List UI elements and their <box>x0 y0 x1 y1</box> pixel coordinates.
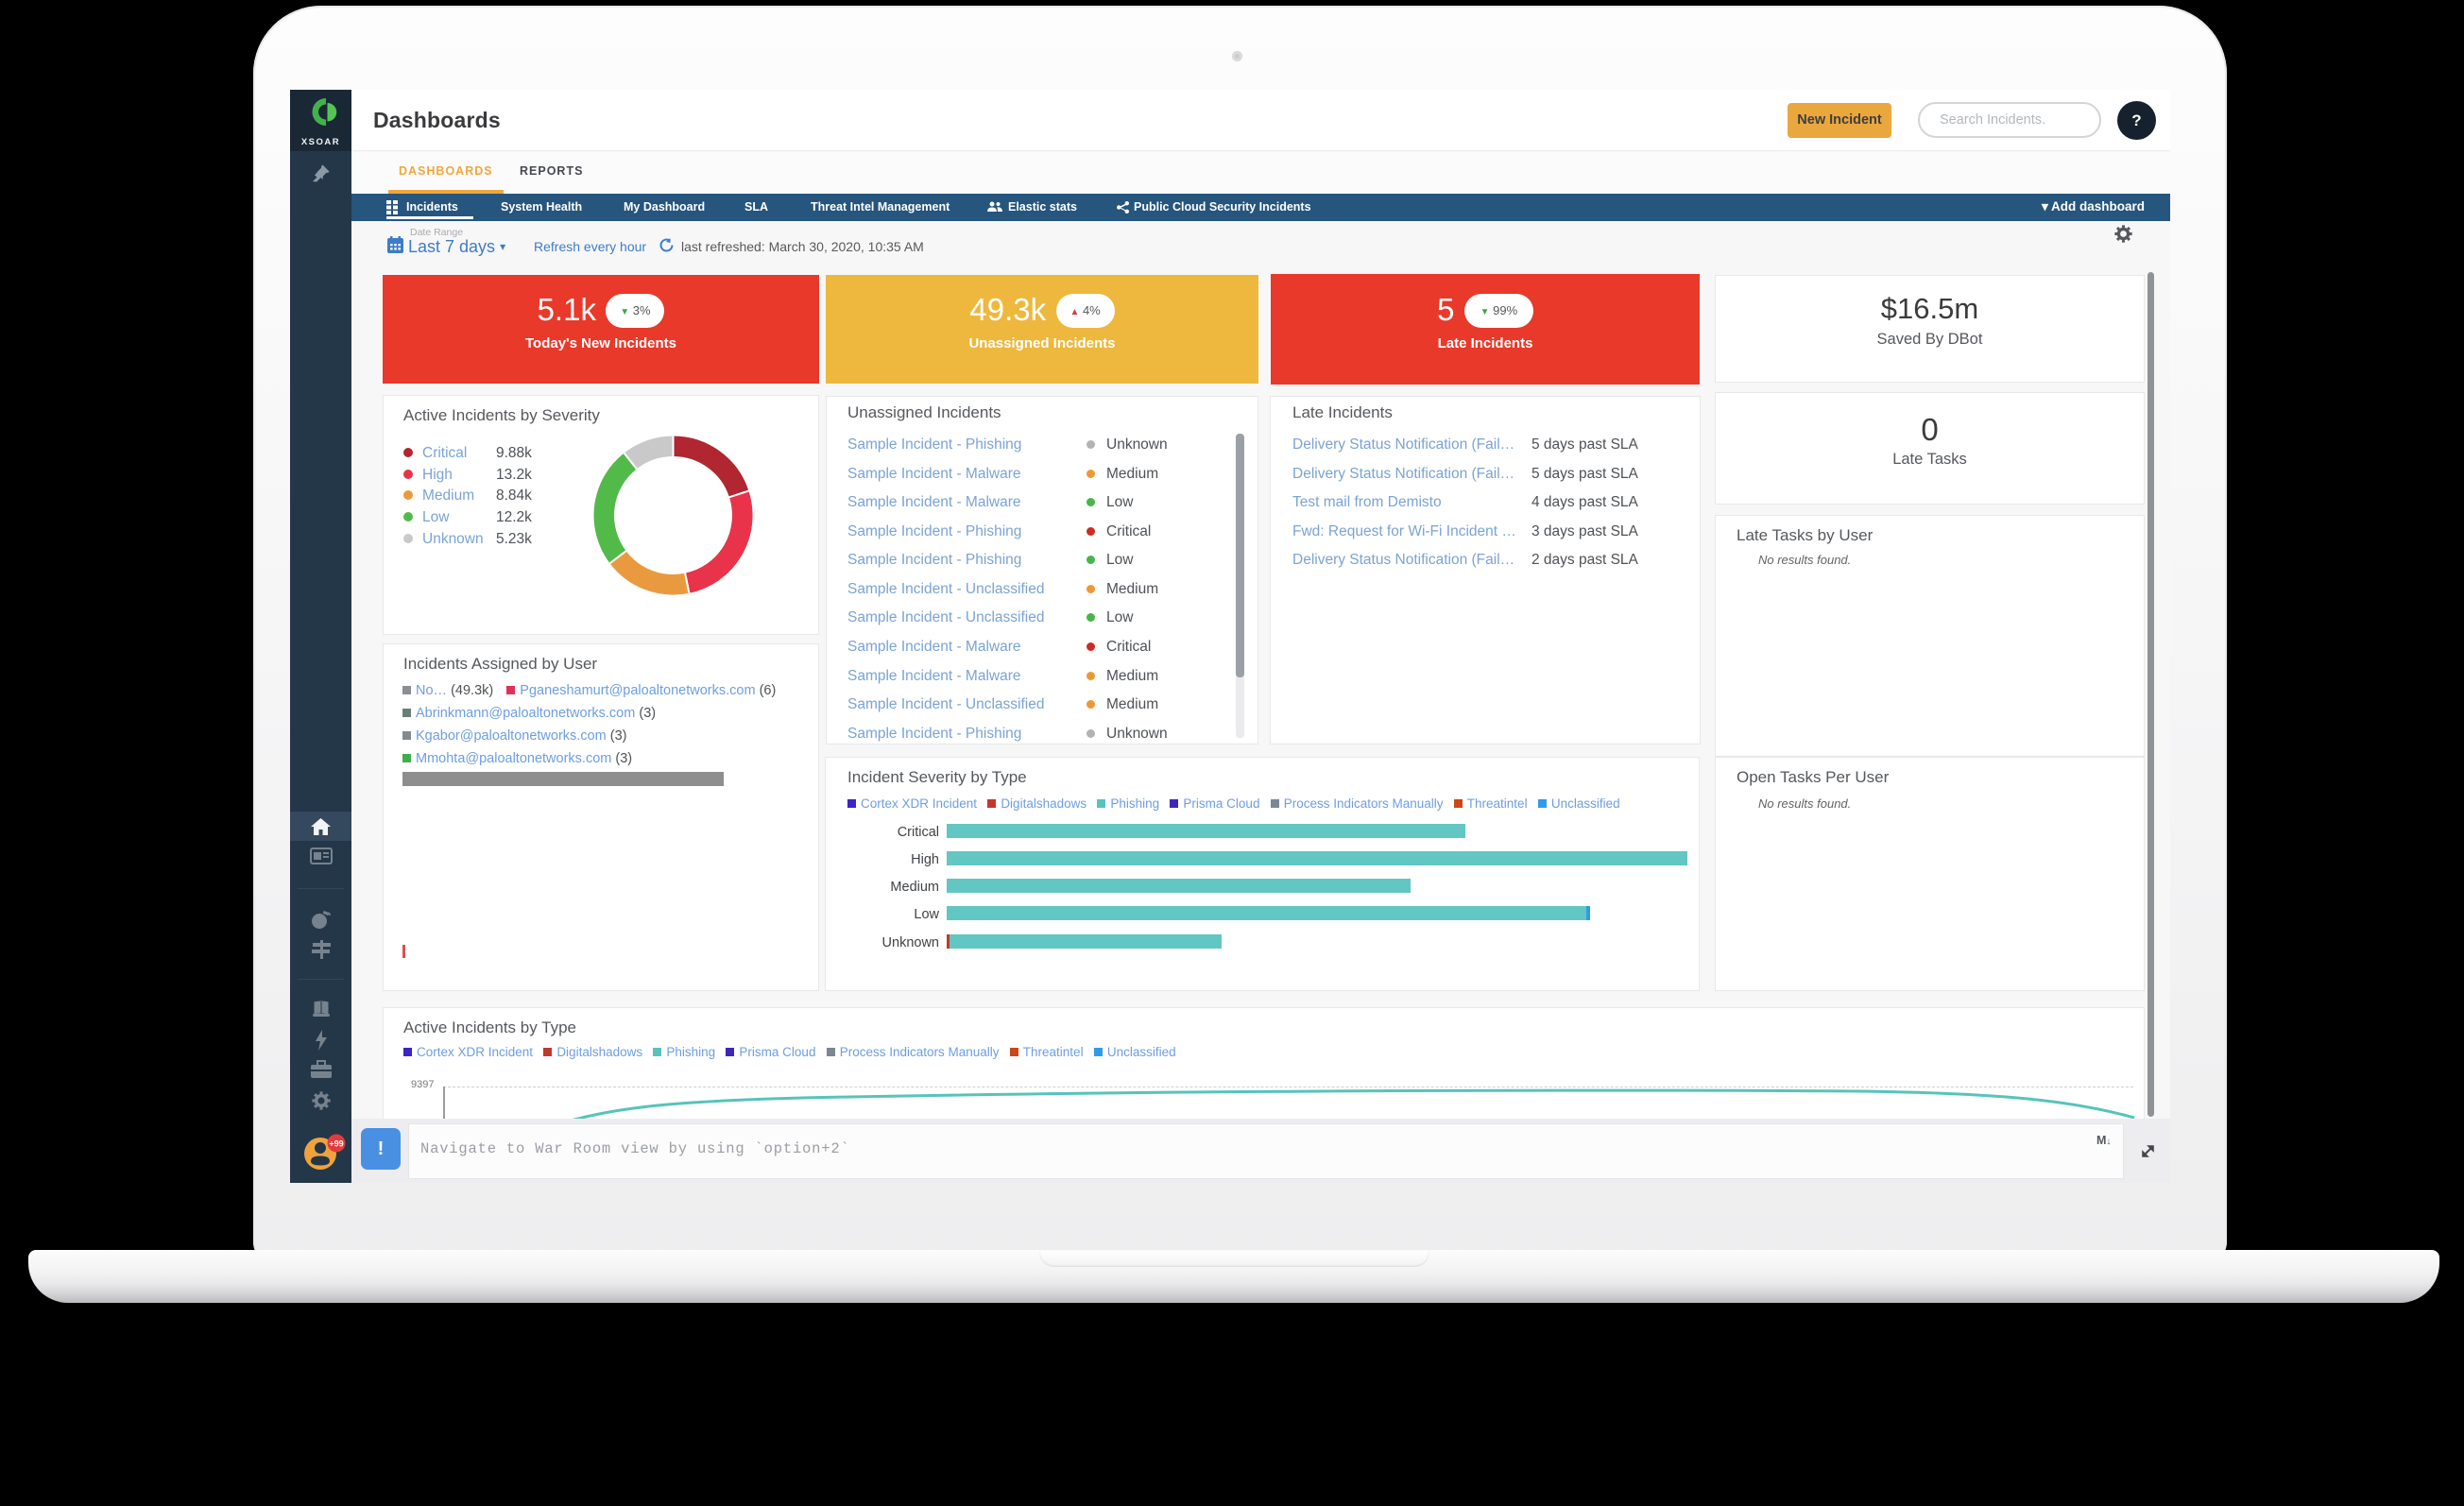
svg-text:+99: +99 <box>329 1139 343 1149</box>
